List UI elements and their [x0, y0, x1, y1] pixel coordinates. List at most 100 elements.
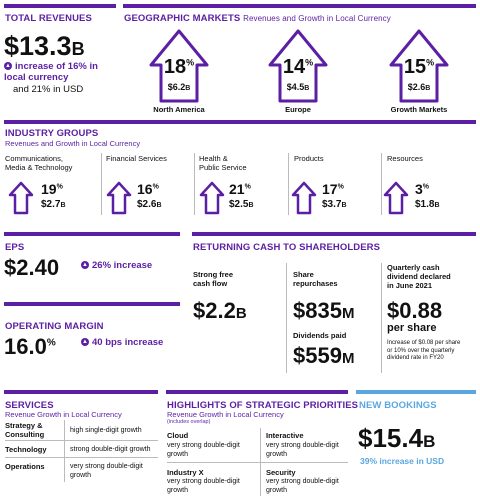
industry-pct-products: 17% — [322, 181, 344, 197]
up-arrow-circle-icon: ▲ — [81, 338, 89, 347]
geo-amt-north-america: $6.2B — [167, 82, 191, 92]
repurchases-value: $835M — [293, 298, 355, 323]
up-arrow-circle-icon: ▲ — [4, 62, 12, 71]
strategic-note: (includes overlap) — [167, 419, 211, 425]
industry-name-hps: Health & Public Service — [199, 154, 247, 172]
geo-pct-growth-markets: 15% — [403, 56, 435, 78]
industry-divider — [381, 153, 382, 215]
fcf-value: $2.2B — [193, 298, 247, 323]
quarterly-dividend-label: Quarterly cash dividend declared in June 2… — [387, 263, 451, 290]
industry-divider — [288, 153, 289, 215]
op-margin-bar — [4, 302, 180, 306]
geo-title: GEOGRAPHIC MARKETS Revenues and Growth i… — [124, 13, 391, 24]
up-arrow-circle-icon: ▲ — [81, 261, 89, 270]
up-arrow-icon-products — [291, 181, 317, 215]
industry-amt-fs: $2.6B — [137, 199, 162, 210]
total-revenues-bar — [4, 4, 116, 8]
op-margin-value: 16.0% — [4, 334, 56, 359]
industry-pct-cmt: 19% — [41, 181, 63, 197]
dividends-label: Dividends paid — [293, 331, 347, 340]
industry-name-products: Products — [294, 154, 324, 163]
industry-pct-fs: 16% — [137, 181, 159, 197]
services-row-name: Technology — [5, 445, 47, 454]
industry-pct-hps: 21% — [229, 181, 251, 197]
bookings-value: $15.4B — [358, 423, 436, 453]
strategic-title: HIGHLIGHTS OF STRATEGIC PRIORITIES — [167, 400, 359, 411]
house-icon-north-america — [147, 27, 211, 103]
eps-bar — [4, 232, 180, 236]
services-row-desc: very strong double-digit growth — [70, 463, 143, 479]
op-margin-increase: ▲ 40 bps increase — [81, 337, 164, 348]
strategic-item-name: Security — [266, 468, 296, 477]
strategic-item-name: Industry X — [167, 468, 204, 477]
geo-name-north-america: North America — [153, 105, 205, 114]
strategic-item-desc: very strong double-digit growth — [167, 442, 240, 458]
strategic-item-desc: very strong double-digit growth — [167, 478, 240, 494]
house-icon-europe — [266, 27, 330, 103]
industry-subtitle: Revenues and Growth in Local Currency — [5, 139, 141, 148]
geo-pct-europe: 14% — [282, 56, 314, 78]
strategic-bar — [166, 390, 348, 394]
strategic-item-desc: very strong double-digit growth — [266, 442, 339, 458]
industry-name-fs: Financial Services — [106, 154, 167, 163]
total-revenues-increase: ▲ increase of 16% in local currency — [4, 61, 98, 83]
cash-title: RETURNING CASH TO SHAREHOLDERS — [193, 242, 381, 253]
industry-amt-resources: $1.8B — [415, 199, 440, 210]
services-row-desc: strong double-digit growth — [70, 446, 151, 453]
industry-name-resources: Resources — [387, 154, 423, 163]
services-title: SERVICES — [5, 400, 54, 411]
industry-divider — [194, 153, 195, 215]
services-row-name: Strategy & Consulting — [5, 421, 45, 439]
strategic-item-name: Cloud — [167, 431, 189, 440]
up-arrow-icon-hps — [199, 181, 225, 215]
dividends-value: $559M — [293, 343, 355, 368]
eps-value: $2.40 — [4, 255, 60, 280]
industry-amt-cmt: $2.7B — [41, 199, 66, 210]
industry-title: INDUSTRY GROUPS — [5, 128, 99, 139]
services-row-divider — [5, 457, 158, 458]
total-revenues-title: TOTAL REVENUES — [5, 13, 92, 24]
geo-name-growth-markets: Growth Markets — [390, 105, 448, 114]
services-col-divider — [64, 420, 65, 482]
industry-amt-hps: $2.5B — [229, 199, 254, 210]
cash-bar — [192, 232, 476, 236]
industry-name-cmt: Communications, Media & Technology — [5, 154, 73, 172]
industry-bar — [4, 120, 476, 124]
quarterly-dividend-note: Increase of $0.08 per share or 10% over t… — [387, 340, 461, 361]
bookings-increase: 39% increase in USD — [360, 456, 445, 466]
services-bar — [4, 390, 158, 394]
house-icon-growth-markets — [387, 27, 451, 103]
repurchases-label: Share repurchases — [293, 270, 338, 288]
cash-divider — [286, 263, 287, 373]
geo-amt-europe: $4.5B — [286, 82, 310, 92]
up-arrow-icon-fs — [106, 181, 132, 215]
quarterly-dividend-unit: per share — [387, 322, 437, 334]
eps-title: EPS — [5, 242, 25, 253]
strategic-col-divider — [260, 428, 261, 496]
strategic-divider — [167, 462, 348, 463]
services-subtitle: Revenue Growth in Local Currency — [5, 410, 122, 419]
industry-divider — [101, 153, 102, 215]
bookings-title: NEW BOOKINGS — [359, 400, 437, 411]
geo-bar — [123, 4, 476, 8]
services-row-desc: high single-digit growth — [70, 427, 142, 434]
strategic-subtitle: Revenue Growth in Local Currency — [167, 410, 284, 419]
geo-amt-growth-markets: $2.6B — [407, 82, 431, 92]
up-arrow-icon-resources — [383, 181, 409, 215]
total-revenues-usd: and 21% in USD — [13, 84, 84, 95]
industry-amt-products: $3.7B — [322, 199, 347, 210]
geo-pct-north-america: 18% — [163, 56, 195, 78]
cash-divider — [381, 263, 382, 373]
up-arrow-icon-cmt — [8, 181, 34, 215]
fcf-label: Strong free cash flow — [193, 270, 234, 288]
op-margin-title: OPERATING MARGIN — [5, 321, 104, 332]
services-row-name: Operations — [5, 462, 45, 471]
bookings-bar — [356, 390, 476, 394]
eps-increase: ▲ 26% increase — [81, 260, 153, 271]
strategic-item-desc: very strong double-digit growth — [266, 478, 339, 494]
services-row-divider — [5, 440, 158, 441]
strategic-item-name: Interactive — [266, 431, 304, 440]
industry-pct-resources: 3% — [415, 181, 430, 197]
quarterly-dividend-value: $0.88 — [387, 298, 443, 323]
total-revenues-value: $13.3B — [4, 31, 85, 61]
